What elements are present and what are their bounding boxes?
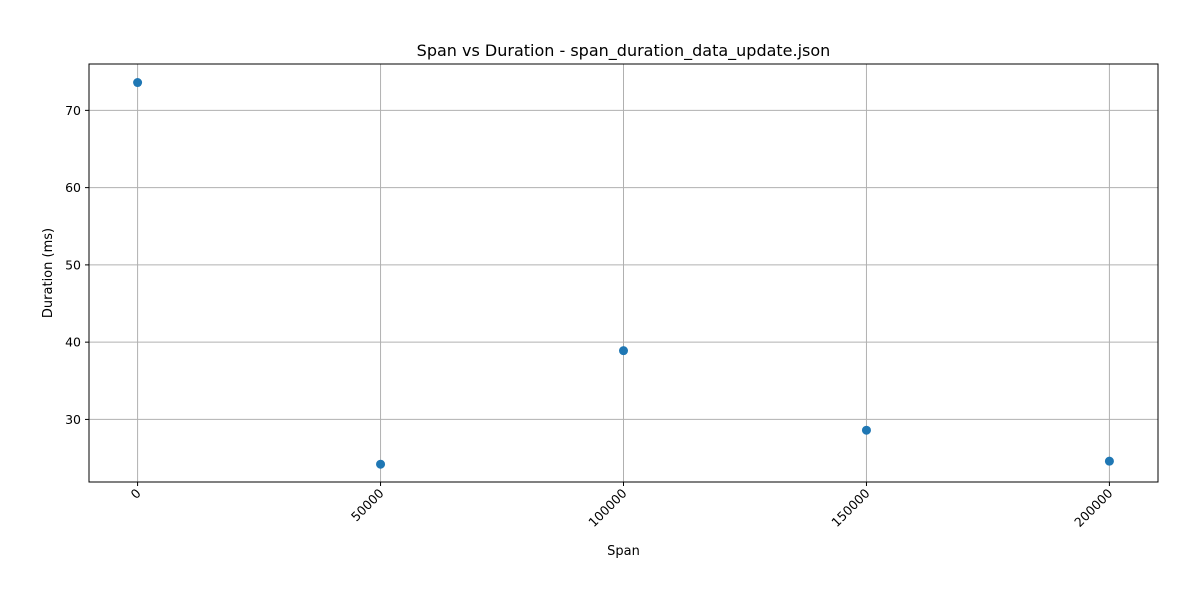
y-tick-label: 40 (65, 335, 81, 350)
y-axis-ticks: 30 40 50 60 70 (65, 103, 89, 427)
x-tick-label: 200000 (1071, 485, 1115, 529)
y-tick-label: 60 (65, 180, 81, 195)
y-tick-label: 50 (65, 257, 81, 272)
x-tick-label: 100000 (585, 485, 629, 529)
x-tick-label: 150000 (828, 485, 872, 529)
y-tick-label: 70 (65, 103, 81, 118)
data-point (376, 459, 386, 469)
data-point (861, 425, 871, 435)
x-axis-ticks: 0 50000 100000 150000 200000 (127, 482, 1116, 530)
data-point (619, 346, 628, 356)
axes-frame (88, 63, 1159, 483)
x-axis-label: Span (607, 544, 640, 559)
data-point (133, 78, 143, 88)
chart-title: Span vs Duration - span_duration_data_up… (417, 41, 831, 61)
grid (89, 64, 1158, 482)
x-tick-label: 50000 (348, 485, 387, 524)
y-tick-label: 30 (65, 412, 81, 427)
x-tick-label: 0 (127, 485, 143, 501)
data-points (133, 78, 1114, 469)
data-point (1104, 456, 1114, 466)
y-axis-label: Duration (ms) (41, 228, 56, 318)
